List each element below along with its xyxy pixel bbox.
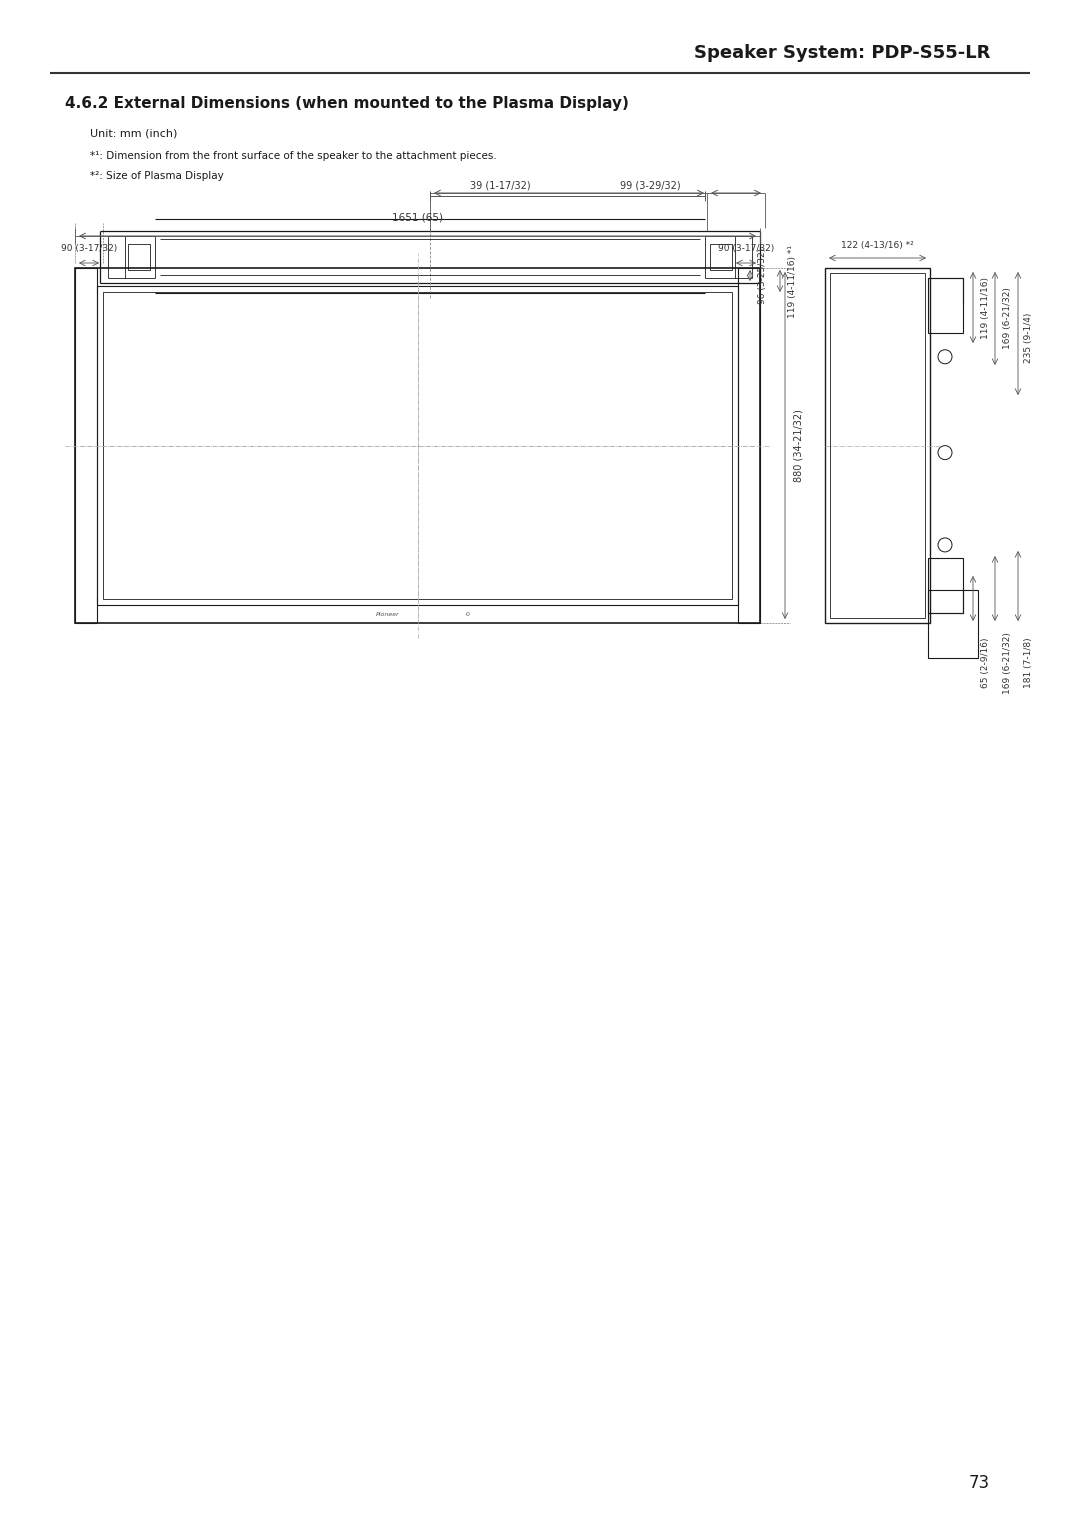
Bar: [103, 292, 732, 599]
Text: Pioneer: Pioneer: [376, 611, 400, 616]
Text: Unit: mm (inch): Unit: mm (inch): [90, 128, 177, 138]
Bar: [825, 267, 930, 623]
Bar: [75, 267, 97, 623]
Text: 4.6.2 External Dimensions (when mounted to the Plasma Display): 4.6.2 External Dimensions (when mounted …: [65, 96, 629, 110]
Text: 880 (34-21/32): 880 (34-21/32): [793, 410, 804, 481]
Bar: [738, 267, 760, 623]
Text: 90 (3-17/32): 90 (3-17/32): [718, 244, 774, 254]
Text: ·0: ·0: [464, 611, 471, 616]
Bar: [928, 558, 963, 613]
Text: *²: Size of Plasma Display: *²: Size of Plasma Display: [90, 171, 224, 180]
Bar: [75, 267, 760, 623]
Text: 181 (7-1/8): 181 (7-1/8): [1025, 637, 1034, 688]
Bar: [928, 590, 978, 659]
Bar: [129, 244, 150, 270]
Text: Speaker System: PDP-S55-LR: Speaker System: PDP-S55-LR: [693, 44, 990, 63]
Bar: [928, 278, 963, 333]
Text: 1651 (65): 1651 (65): [392, 212, 443, 223]
Text: 119 (4-11/16) *¹: 119 (4-11/16) *¹: [787, 244, 797, 318]
Text: 39 (1-17/32): 39 (1-17/32): [470, 180, 530, 189]
Text: 99 (3-29/32): 99 (3-29/32): [620, 180, 680, 189]
Bar: [831, 274, 924, 617]
Text: 90 (3-17/32): 90 (3-17/32): [60, 244, 117, 254]
Text: 169 (6-21/32): 169 (6-21/32): [1002, 633, 1012, 694]
Text: 96 (3-25/32): 96 (3-25/32): [757, 248, 767, 304]
Text: 119 (4-11/16): 119 (4-11/16): [981, 277, 989, 339]
Text: 73: 73: [969, 1475, 990, 1491]
Text: *¹: Dimension from the front surface of the speaker to the attachment pieces.: *¹: Dimension from the front surface of …: [90, 151, 497, 160]
Text: 65 (2-9/16): 65 (2-9/16): [981, 637, 989, 688]
Bar: [710, 244, 732, 270]
Bar: [97, 286, 738, 605]
Text: 122 (4-13/16) *²: 122 (4-13/16) *²: [841, 241, 914, 251]
Text: 235 (9-1/4): 235 (9-1/4): [1025, 313, 1034, 364]
Text: 169 (6-21/32): 169 (6-21/32): [1002, 287, 1012, 348]
